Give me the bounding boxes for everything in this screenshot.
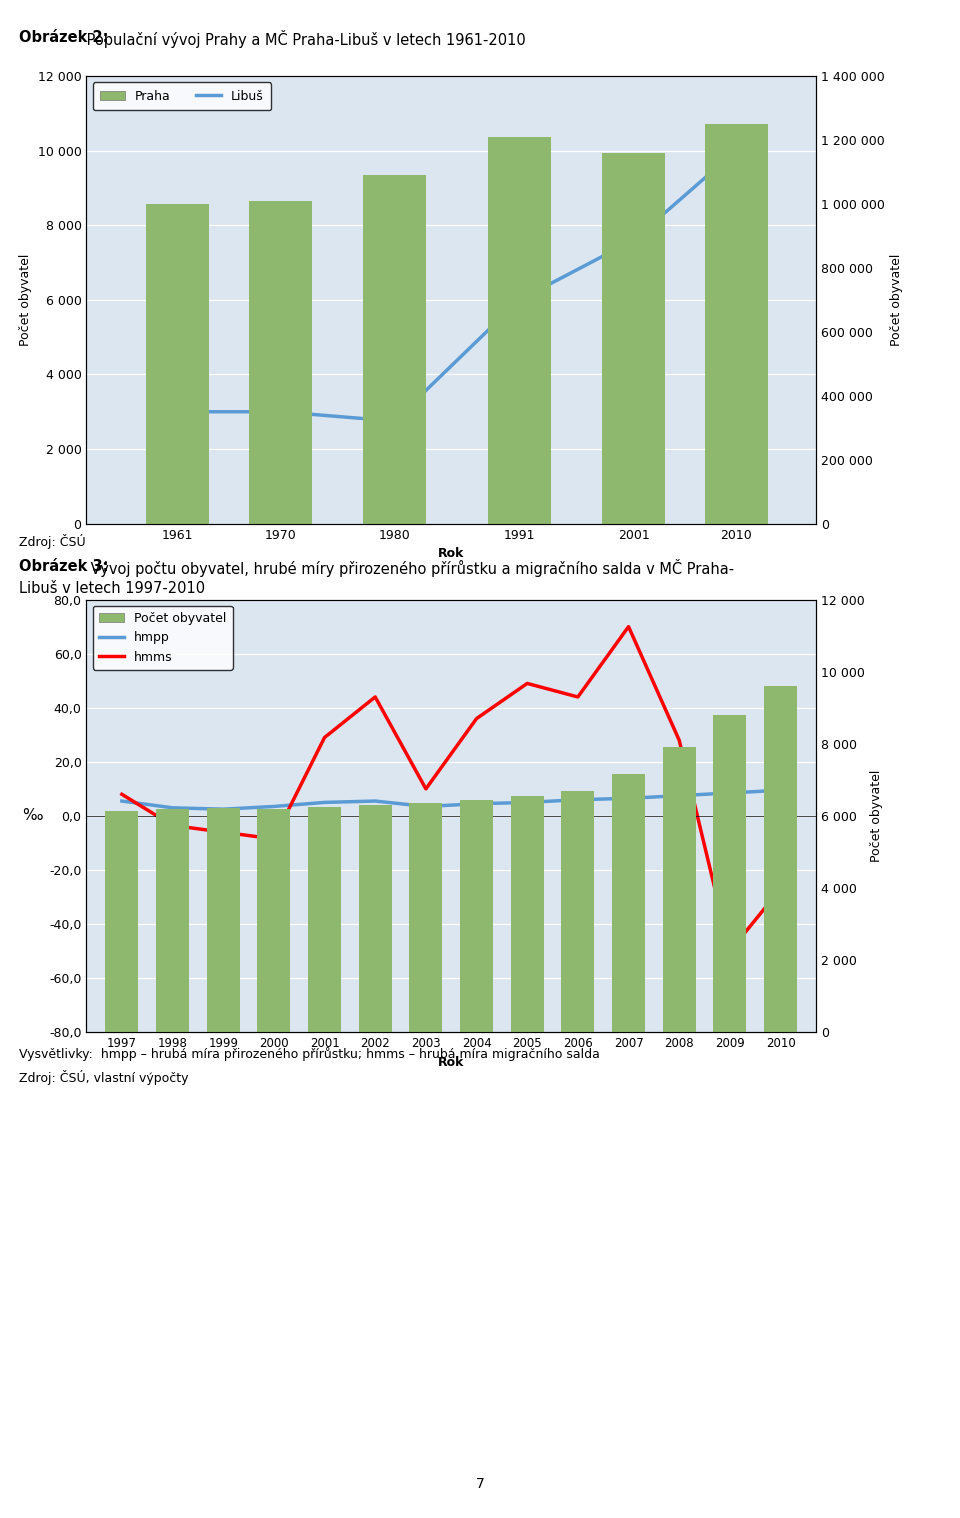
Bar (460, 800, 493, 1032)
Text: 7: 7 (475, 1477, 485, 1491)
Y-axis label: ‰: ‰ (22, 809, 42, 823)
Legend: Praha, Libuš: Praha, Libuš (93, 82, 271, 111)
Bar (409, 803, 443, 1032)
X-axis label: Rok: Rok (438, 546, 465, 560)
Text: Zdroj: ČSÚ, vlastní výpočty: Zdroj: ČSÚ, vlastní výpočty (19, 1070, 189, 1085)
Text: Obrázek 3:: Obrázek 3: (19, 559, 108, 574)
Text: Libuš v letech 1997-2010: Libuš v letech 1997-2010 (19, 581, 205, 597)
Bar (146, 203, 209, 524)
Text: Zdroj: ČSÚ: Zdroj: ČSÚ (19, 534, 85, 550)
Text: Obrázek 2:: Obrázek 2: (19, 30, 108, 46)
Legend: Počet obyvatel, hmpp, hmms: Počet obyvatel, hmpp, hmms (93, 606, 232, 669)
Bar (156, 809, 189, 1032)
Bar (602, 153, 665, 524)
Bar (249, 200, 312, 524)
Text: Populační vývoj Prahy a MČ Praha-Libuš v letech 1961-2010: Populační vývoj Prahy a MČ Praha-Libuš v… (82, 30, 525, 49)
Y-axis label: Počet obyvatel: Počet obyvatel (19, 254, 32, 346)
Bar (764, 686, 797, 1032)
Bar (489, 137, 551, 524)
Bar (206, 808, 240, 1032)
Bar (511, 795, 543, 1032)
Bar (705, 124, 768, 524)
Bar (359, 805, 392, 1032)
Bar (106, 811, 138, 1032)
Bar (257, 809, 290, 1032)
Bar (363, 175, 425, 524)
Y-axis label: Počet obyvatel: Počet obyvatel (890, 254, 903, 346)
Text: Vývoj počtu obyvatel, hrubé míry přirozeného přírůstku a migračního salda v MČ P: Vývoj počtu obyvatel, hrubé míry přiroze… (86, 559, 734, 577)
Bar (612, 774, 645, 1032)
Bar (308, 808, 341, 1032)
Bar (562, 791, 594, 1032)
Bar (662, 747, 696, 1032)
Text: Vysvětlivky:  hmpp – hrubá míra přirozeného přírůstku; hmms – hrubá míra migračn: Vysvětlivky: hmpp – hrubá míra přirozené… (19, 1047, 600, 1061)
Y-axis label: Počet obyvatel: Počet obyvatel (871, 770, 883, 862)
X-axis label: Rok: Rok (438, 1055, 465, 1069)
Bar (713, 715, 746, 1032)
